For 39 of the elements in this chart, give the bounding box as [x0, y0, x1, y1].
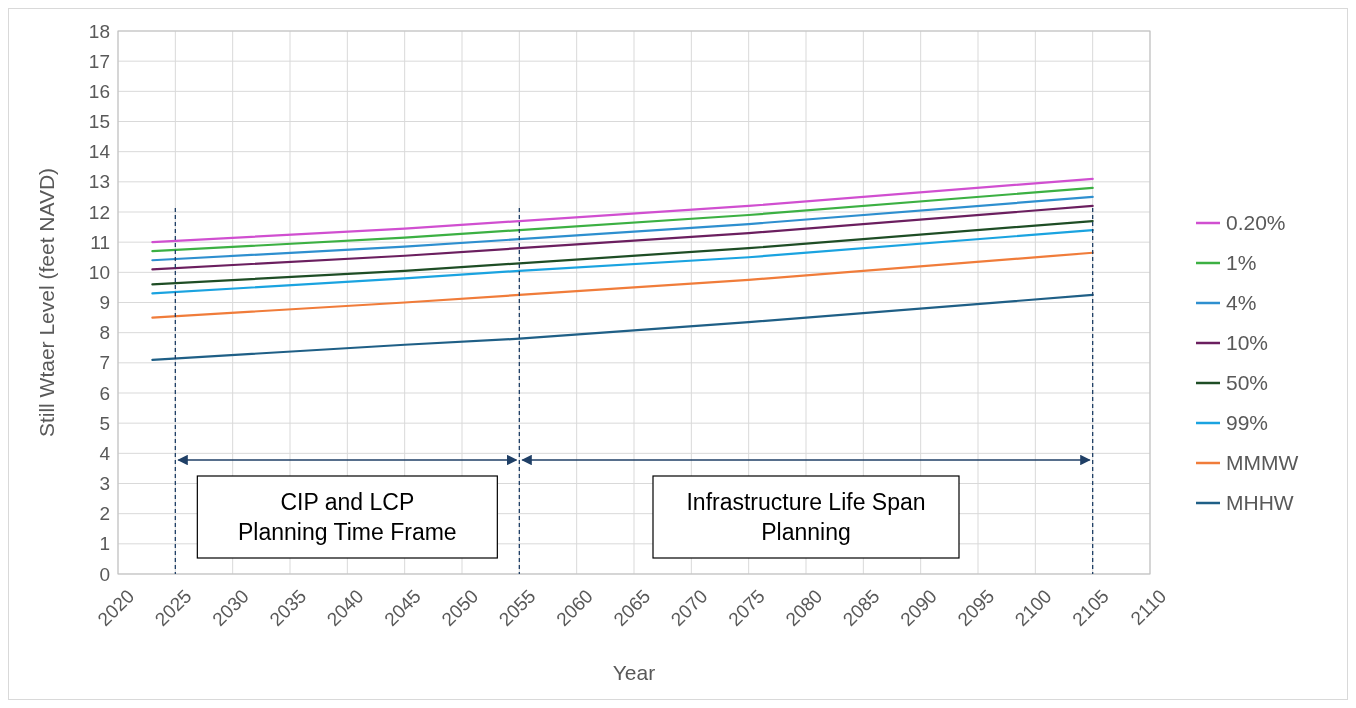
legend-label: 1% [1226, 251, 1257, 275]
line-series [151, 293, 1094, 361]
annotation: Infrastructure Life Span Planning [686, 489, 926, 546]
y-axis-title: Still Wtaer Level (feet NAVD) [35, 167, 58, 438]
annotation: CIP and LCP Planning Time Frame [238, 489, 457, 546]
y-tick-label: 3 [99, 473, 110, 495]
line-series [151, 251, 1094, 319]
y-tick-label: 5 [99, 412, 110, 434]
y-tick-label: 2 [99, 503, 110, 525]
legend-label: 10% [1226, 331, 1269, 355]
y-tick-label: 7 [99, 352, 110, 374]
line-series [151, 195, 1094, 262]
y-tick-label: 18 [88, 20, 110, 42]
y-tick-label: 1 [99, 533, 110, 555]
legend-label: 50% [1226, 371, 1269, 395]
line-series [151, 229, 1094, 295]
y-tick-label: 15 [88, 111, 110, 133]
line-series [151, 177, 1094, 244]
y-tick-label: 12 [88, 201, 110, 223]
y-tick-label: 0 [99, 563, 110, 585]
y-tick-label: 4 [99, 442, 111, 464]
line-series [151, 204, 1094, 271]
line-series [151, 219, 1094, 286]
y-tick-label: 14 [88, 141, 111, 163]
y-tick-label: 13 [88, 171, 110, 193]
legend-label: MMMW [1226, 451, 1299, 475]
x-axis-title: Year [612, 661, 656, 684]
y-tick-label: 11 [90, 231, 110, 253]
legend-label: MHHW [1226, 491, 1294, 515]
y-tick-label: 10 [88, 261, 110, 283]
line-series [151, 186, 1094, 253]
y-tick-label: 8 [99, 322, 110, 344]
legend-label: 4% [1226, 291, 1257, 315]
y-tick-label: 6 [99, 382, 110, 404]
legend-label: 0.20% [1226, 211, 1286, 235]
y-tick-label: 16 [88, 80, 110, 102]
legend-label: 99% [1226, 411, 1269, 435]
y-tick-label: 17 [88, 50, 110, 72]
y-tick-label: 9 [99, 292, 110, 314]
